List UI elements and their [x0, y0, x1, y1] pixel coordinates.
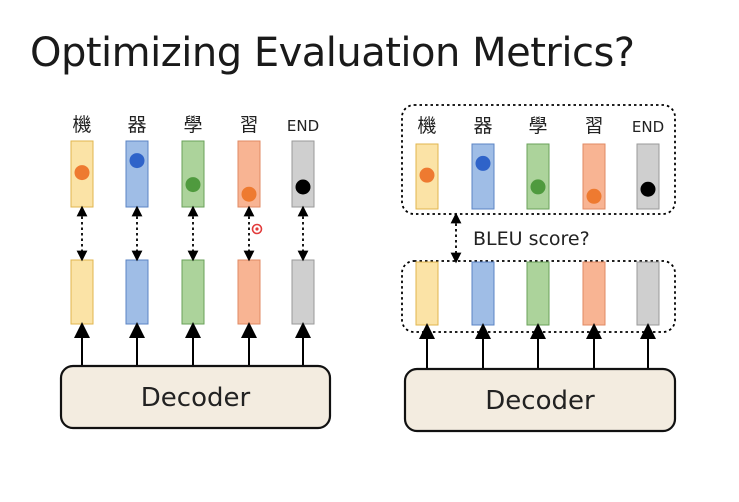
probability-dot [295, 179, 311, 195]
token-label: 習 [584, 115, 603, 137]
left-diagram: 機 器 學 習 END Decoder [59, 114, 332, 430]
token-label: 機 [72, 114, 91, 136]
token-label: END [287, 117, 319, 135]
pointer-indicator [251, 223, 263, 235]
output-box [471, 143, 495, 210]
output-group-outline [401, 104, 676, 215]
token-label: 機 [417, 115, 436, 137]
token-label: END [632, 118, 664, 136]
decoder-output-box [415, 261, 439, 326]
decoder-label: Decoder [485, 386, 595, 416]
decoder-box [59, 364, 332, 430]
probability-dot [185, 177, 201, 193]
probability-dot [475, 155, 491, 171]
probability-dot [586, 188, 602, 204]
slide-title: Optimizing Evaluation Metrics? [30, 30, 635, 76]
token-label: 學 [183, 114, 202, 136]
probability-dot [419, 167, 435, 183]
probability-dot [74, 165, 90, 181]
decoder-label: Decoder [141, 383, 251, 413]
pointer-indicator-center [255, 227, 259, 231]
output-box [125, 140, 149, 208]
output-box [526, 143, 550, 210]
probability-dot [241, 186, 257, 202]
right-diagram: 機 器 學 習 END Decoder BLEU score? [401, 104, 677, 433]
probability-dot [530, 179, 546, 195]
probability-dot [640, 181, 656, 197]
probability-dot [129, 153, 145, 169]
output-box [291, 140, 315, 208]
decoder-output-box [237, 259, 261, 325]
decoder-box [403, 367, 677, 433]
bleu-score-label: BLEU score? [473, 228, 590, 250]
token-label: 器 [473, 115, 492, 137]
token-label: 學 [528, 115, 547, 137]
decoder-output-box [181, 259, 205, 325]
decoder-output-box [471, 261, 495, 326]
token-label: 習 [239, 114, 258, 136]
decoder-output-box [582, 261, 606, 326]
token-label: 器 [127, 114, 146, 136]
decoder-output-box [291, 259, 315, 325]
decoder-output-box [125, 259, 149, 325]
cursor-layer [251, 223, 263, 235]
decoder-output-box [636, 261, 660, 326]
decoder-output-box [70, 259, 94, 325]
output-box [636, 143, 660, 210]
decoder-output-box [526, 261, 550, 326]
output-box [181, 140, 205, 208]
